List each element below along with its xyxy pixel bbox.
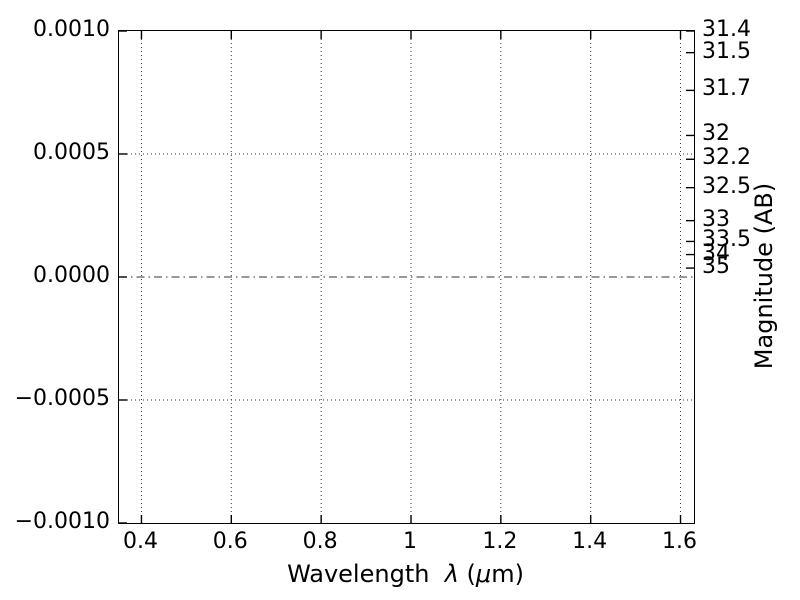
- grid-and-ticks-layer: [119, 31, 694, 523]
- x-tick-label: 0.8: [302, 529, 338, 554]
- y-right-tick-label: 31.5: [702, 38, 751, 64]
- y-right-tick-label: 34: [702, 240, 730, 266]
- x-axis-label: Wavelength λ (μm): [118, 561, 693, 587]
- y-right-tick-label: 32.2: [702, 145, 751, 171]
- y-axis-right-label: Magnitude (AB): [750, 182, 778, 370]
- y-left-tick-label: 0.0000: [33, 263, 110, 288]
- y-right-tick-label: 35: [702, 254, 730, 280]
- x-tick-label: 1.6: [662, 529, 698, 554]
- plot-area: [118, 30, 695, 524]
- x-axis-label-math-symbol: λ: [444, 560, 459, 588]
- x-axis-label-math-symbol: μ: [475, 560, 492, 588]
- y-right-tick-label: 32: [702, 121, 730, 147]
- x-axis-label-text: Wavelength: [287, 560, 445, 588]
- y-left-tick-label: 0.0005: [33, 140, 110, 165]
- x-axis-label-text: (: [458, 560, 476, 588]
- x-tick-label: 0.6: [212, 529, 248, 554]
- y-right-tick-label: 31.7: [702, 76, 751, 102]
- x-tick-label: 1: [402, 529, 417, 554]
- x-tick-label: 1.4: [572, 529, 608, 554]
- y-left-tick-label: −0.0010: [14, 509, 110, 534]
- y-left-tick-label: −0.0005: [14, 386, 110, 411]
- x-axis-label-text: m): [491, 560, 524, 588]
- y-left-tick-label: 0.0010: [33, 17, 110, 42]
- y-right-tick-label: 33: [702, 206, 730, 232]
- y-right-tick-label: 32.5: [702, 173, 751, 199]
- x-tick-label: 0.4: [122, 529, 158, 554]
- y-right-tick-label: 33.5: [702, 227, 751, 253]
- y-right-tick-label: 31.4: [702, 17, 751, 42]
- x-tick-label: 1.2: [482, 529, 518, 554]
